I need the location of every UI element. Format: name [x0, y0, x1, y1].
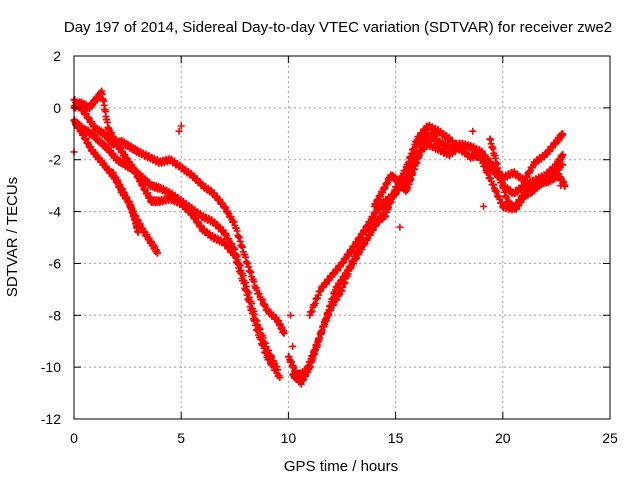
- series-outliers: [70, 122, 565, 350]
- data-point: [559, 151, 567, 159]
- data-point: [557, 182, 565, 190]
- y-axis-ticks: 2 0 -2 -4 -6 -8 -10 -12: [41, 48, 610, 427]
- x-tick-label: 10: [281, 430, 297, 446]
- x-axis-label: GPS time / hours: [284, 458, 398, 475]
- series-track-9: [370, 127, 442, 210]
- data-point: [134, 228, 142, 236]
- x-axis-ticks: 0 5 10 15 20 25: [70, 56, 618, 446]
- data-point: [177, 122, 185, 130]
- y-tick-label: -8: [49, 307, 62, 323]
- data-point: [434, 127, 442, 135]
- chart-title: Day 197 of 2014, Sidereal Day-to-day VTE…: [64, 19, 612, 36]
- data-point: [175, 127, 183, 135]
- series-track-6: [284, 129, 567, 380]
- grid-lines: [74, 56, 610, 419]
- data-point: [469, 127, 477, 135]
- y-tick-label: 2: [53, 48, 61, 64]
- x-tick-label: 20: [495, 430, 511, 446]
- data-point: [559, 130, 567, 138]
- y-axis-label: SDTVAR / TECUs: [4, 177, 21, 297]
- series-track-2: [70, 116, 282, 374]
- y-tick-label: -6: [49, 255, 62, 271]
- data-point: [480, 202, 488, 210]
- series-track-10: [486, 135, 569, 213]
- data-point: [272, 366, 280, 374]
- data-point: [289, 342, 297, 350]
- y-tick-label: -4: [49, 204, 62, 220]
- data-point: [276, 374, 284, 382]
- series-track-3: [70, 87, 284, 382]
- y-tick-label: -2: [49, 152, 62, 168]
- data-point: [280, 329, 288, 337]
- y-tick-label: -12: [41, 411, 61, 427]
- data-points: [70, 87, 569, 388]
- x-tick-label: 0: [70, 430, 78, 446]
- x-tick-label: 25: [602, 430, 618, 446]
- y-tick-label: -10: [41, 359, 61, 375]
- data-point: [287, 311, 295, 319]
- data-point: [385, 174, 393, 182]
- data-point: [559, 161, 567, 169]
- data-point: [154, 249, 162, 257]
- x-tick-label: 15: [388, 430, 404, 446]
- data-point: [265, 355, 273, 363]
- y-tick-label: 0: [53, 100, 61, 116]
- data-point: [266, 356, 274, 364]
- data-point: [396, 223, 404, 231]
- x-tick-label: 5: [177, 430, 185, 446]
- plot-frame: [73, 55, 611, 420]
- series-track-5: [109, 168, 142, 236]
